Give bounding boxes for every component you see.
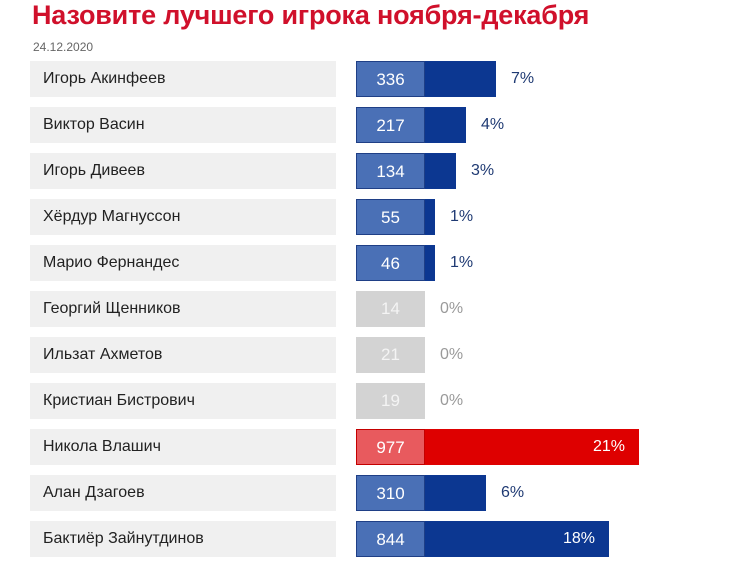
percent-bar <box>425 245 435 281</box>
vote-count: 14 <box>356 291 425 327</box>
poll-row: Бактиёр Зайнутдинов 844 18% <box>0 521 730 557</box>
player-name: Алан Дзагоев <box>30 475 336 511</box>
page-title: Назовите лучшего игрока ноября-декабря <box>32 0 590 30</box>
percent-label: 1% <box>450 208 474 225</box>
vote-count: 55 <box>356 199 425 235</box>
poll-row: Алан Дзагоев 310 6% <box>0 475 730 511</box>
player-name: Ильзат Ахметов <box>30 337 336 373</box>
vote-count: 217 <box>356 107 425 143</box>
poll-date: 24.12.2020 <box>33 40 94 54</box>
vote-count: 336 <box>356 61 425 97</box>
vote-count: 21 <box>356 337 425 373</box>
percent-bar <box>425 429 639 465</box>
player-name: Марио Фернандес <box>30 245 336 281</box>
percent-bar <box>425 153 456 189</box>
percent-label: 1% <box>450 254 474 271</box>
poll-row: Игорь Дивеев 134 3% <box>0 153 730 189</box>
percent-label: 0% <box>440 300 464 317</box>
poll-row: Георгий Щенников 14 0% <box>0 291 730 327</box>
vote-count: 46 <box>356 245 425 281</box>
poll-row: Хёрдур Магнуссон 55 1% <box>0 199 730 235</box>
poll-row: Марио Фернандес 46 1% <box>0 245 730 281</box>
percent-label: 0% <box>440 392 464 409</box>
player-name: Никола Влашич <box>30 429 336 465</box>
percent-bar <box>425 199 435 235</box>
vote-count: 844 <box>356 521 425 557</box>
player-name: Хёрдур Магнуссон <box>30 199 336 235</box>
poll-row: Ильзат Ахметов 21 0% <box>0 337 730 373</box>
player-name: Игорь Дивеев <box>30 153 336 189</box>
percent-label: 6% <box>501 484 525 501</box>
player-name: Виктор Васин <box>30 107 336 143</box>
poll-row: Игорь Акинфеев 336 7% <box>0 61 730 97</box>
percent-bar <box>425 475 486 511</box>
poll-row: Кристиан Бистрович 19 0% <box>0 383 730 419</box>
percent-label: 18% <box>562 530 595 547</box>
percent-label: 7% <box>511 70 535 87</box>
vote-count: 310 <box>356 475 425 511</box>
percent-label: 4% <box>481 116 505 133</box>
player-name: Георгий Щенников <box>30 291 336 327</box>
player-name: Бактиёр Зайнутдинов <box>30 521 336 557</box>
vote-count: 19 <box>356 383 425 419</box>
player-name: Кристиан Бистрович <box>30 383 336 419</box>
vote-count: 134 <box>356 153 425 189</box>
percent-label: 21% <box>592 438 625 455</box>
percent-bar <box>425 107 466 143</box>
percent-label: 0% <box>440 346 464 363</box>
poll-row: Никола Влашич 977 21% <box>0 429 730 465</box>
vote-count: 977 <box>356 429 425 465</box>
percent-bar <box>425 521 609 557</box>
percent-label: 3% <box>471 162 495 179</box>
poll-row: Виктор Васин 217 4% <box>0 107 730 143</box>
player-name: Игорь Акинфеев <box>30 61 336 97</box>
percent-bar <box>425 61 496 97</box>
